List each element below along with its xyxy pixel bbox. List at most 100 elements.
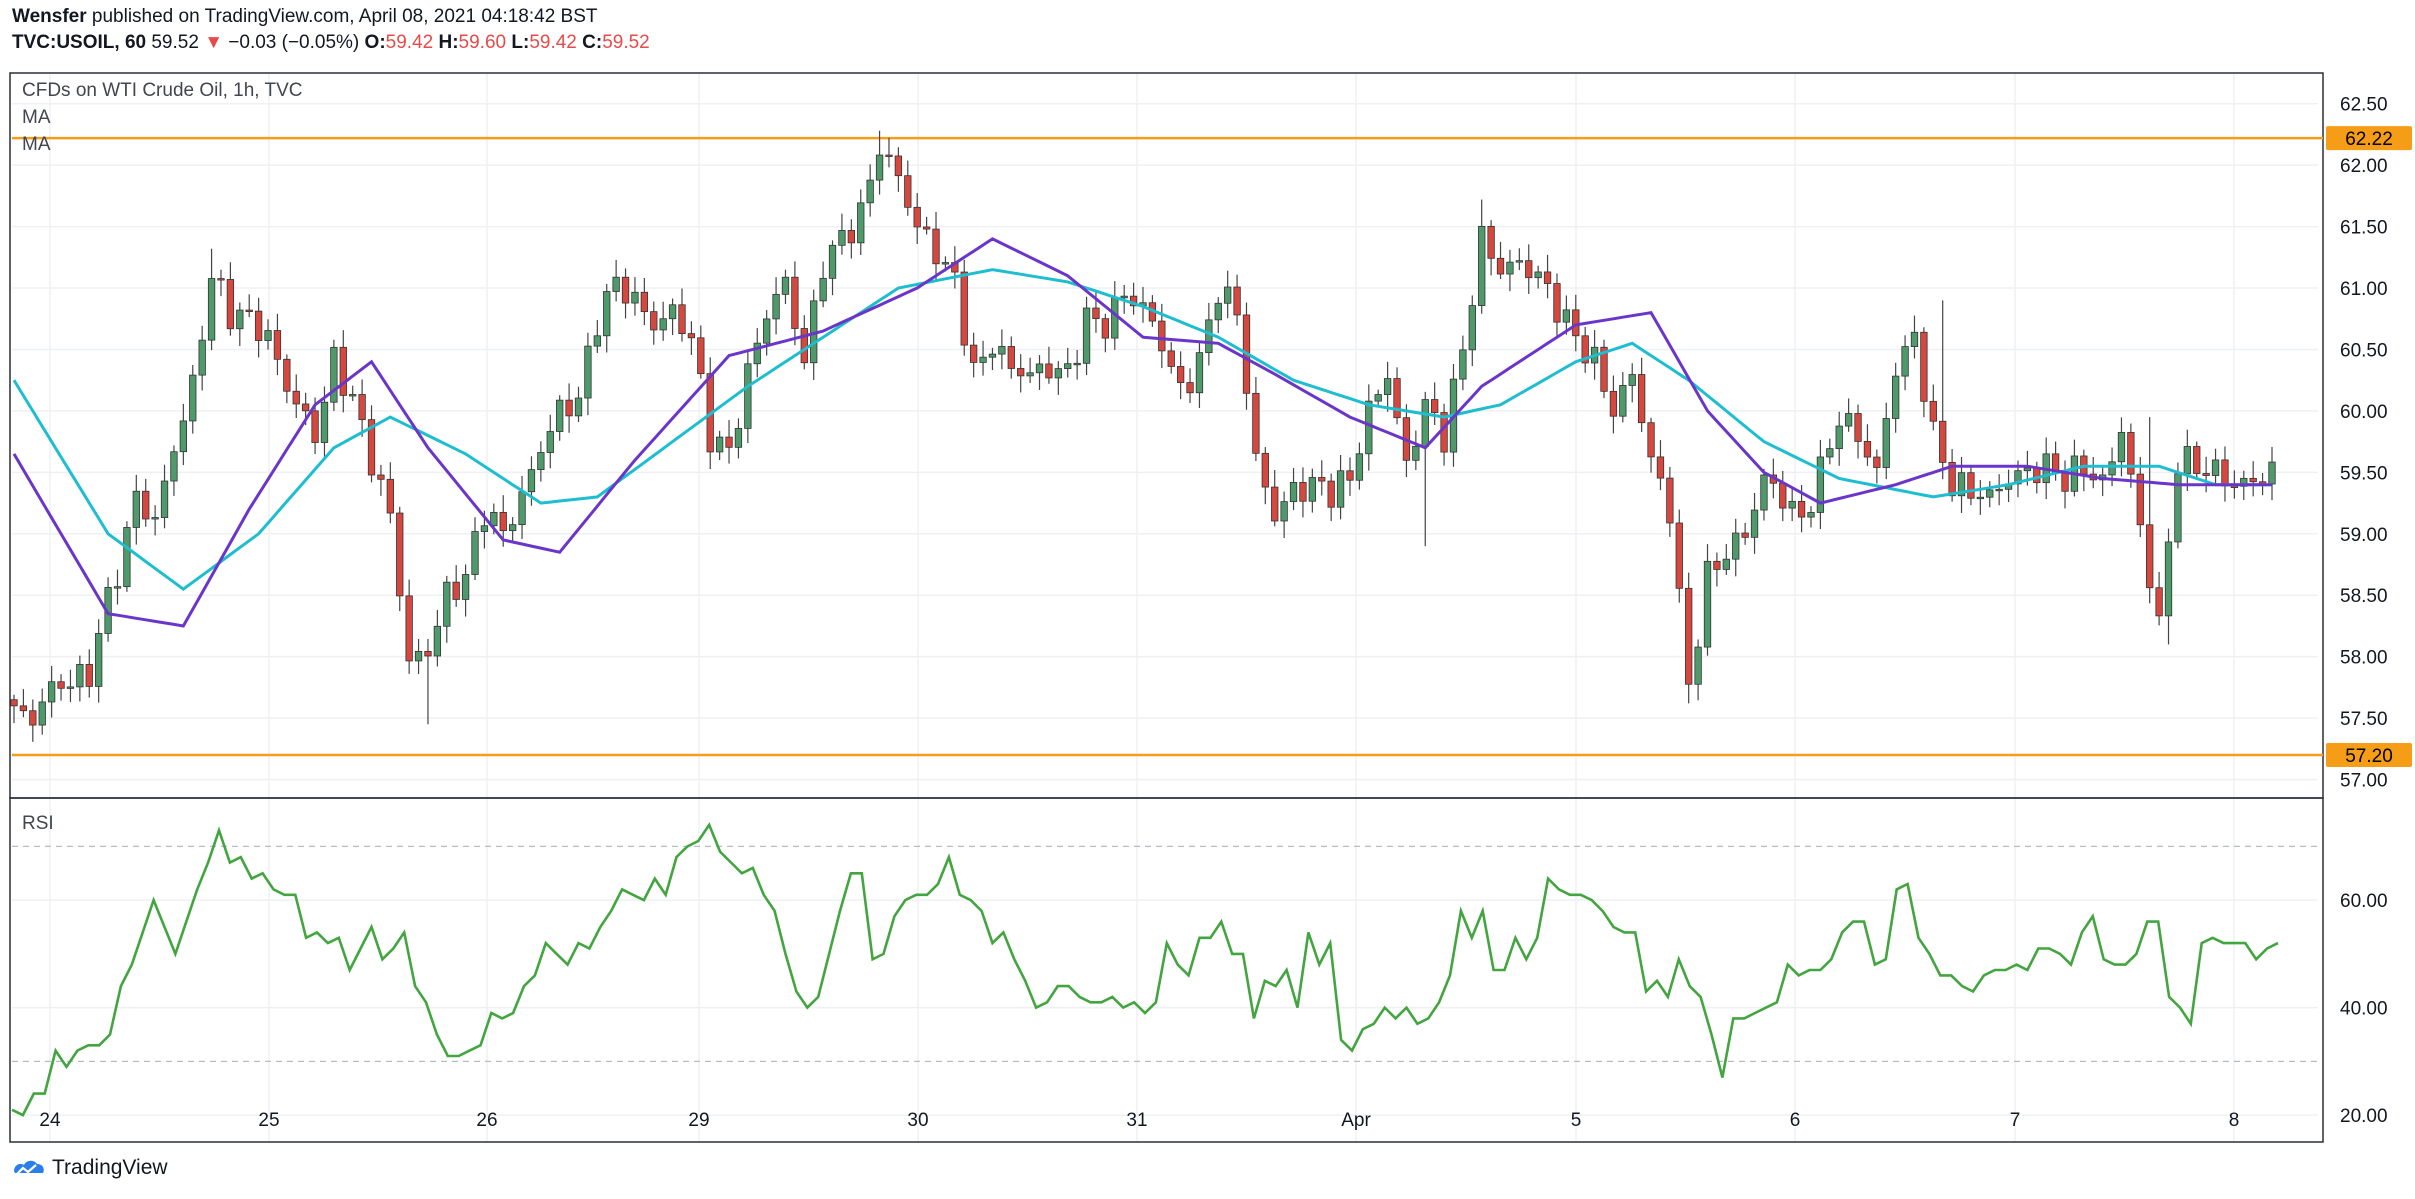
candle-body [1261,452,1269,488]
publish-info: Wensfer published on TradingView.com, Ap… [12,6,598,28]
candle-body [1299,482,1307,502]
candle [1637,357,1646,432]
candle-body [1779,482,1787,509]
candle-body [2155,587,2163,617]
candle-body [2136,473,2144,526]
candle-body [1478,225,1486,306]
chart-grid [12,73,2318,1142]
candle-body [490,511,498,527]
time-tick-label: Apr [1341,1110,1371,1131]
candle [1440,403,1448,466]
candle-body [725,436,733,448]
candle-body [1346,470,1354,481]
candle [179,403,188,466]
candle [988,347,997,371]
candle [518,475,526,539]
candle [1572,294,1580,352]
candle-body [1713,560,1721,570]
candle-body [1035,363,1044,374]
tradingview-footer[interactable]: TradingView [12,1156,168,1180]
high-value: 59.60 [458,32,507,53]
ma-legend-2[interactable]: MA [22,134,51,155]
candle [894,147,903,192]
level-price-label: 62.22 [2345,129,2393,150]
candle-body [358,394,366,421]
candle [1562,295,1571,335]
candle-body [19,705,28,712]
candle [603,283,611,353]
candle-body [1365,400,1373,455]
chart-title[interactable]: CFDs on WTI Crude Oil, 1h, TVC [22,80,303,101]
candle-body [1807,512,1815,518]
candle-body [753,342,761,365]
candle [1873,449,1881,484]
candle-body [1468,305,1476,351]
candle-body [1854,413,1862,442]
candle [292,374,300,419]
candle-body [1534,271,1542,279]
candle-body [932,228,940,265]
candle-body [527,469,536,493]
candle-body [1929,400,1937,422]
candle-body [1835,425,1843,450]
candle [1393,367,1401,425]
price-tick-label: 57.00 [2340,771,2388,792]
candle [1252,377,1260,461]
time-tick-label: 26 [476,1110,497,1131]
candle [1431,382,1439,426]
rsi-pane [11,822,2318,1117]
candle-body [650,311,658,331]
candle [1703,544,1712,656]
candle-body [593,335,601,347]
candle-body [1910,331,1919,347]
candle-body [1308,477,1316,502]
candle-body [330,346,338,403]
candle [537,441,545,482]
rsi-legend[interactable]: RSI [22,813,54,834]
candle-body [264,330,272,341]
candle-body [1214,302,1222,321]
candle-body [198,339,206,376]
price-tick-label: 57.50 [2340,709,2388,730]
candle [1732,518,1740,577]
candle-body [1195,352,1204,394]
candle [226,262,235,336]
candle [471,517,479,580]
price-tick-label: 60.00 [2340,402,2388,423]
candle-body [1957,472,1966,497]
candle-body [2202,473,2210,476]
candle [1459,335,1467,391]
candle-body [2268,461,2276,485]
level-price-label: 57.20 [2345,746,2393,767]
candle-body [1167,350,1175,367]
author-name[interactable]: Wensfer [12,6,87,27]
candle [264,319,272,350]
symbol-name[interactable]: TVC:USOIL, 60 [12,32,147,53]
candle [254,297,263,358]
candle-body [1600,346,1608,392]
close-label: C: [582,32,603,53]
candle [207,248,216,351]
candle-body [2221,459,2229,487]
candle-body [1826,448,1834,458]
candle-body [1515,260,1523,263]
candle-body [2230,485,2239,488]
candle [2268,446,2276,501]
candle-body [857,202,865,244]
candle [1656,440,1665,491]
candle [1318,460,1326,496]
candle [659,301,667,341]
candle [1176,351,1185,400]
ma-legend-1[interactable]: MA [22,107,51,128]
candle-body [2146,524,2154,589]
candle-body [1844,413,1853,427]
price-tick-label: 60.50 [2340,340,2388,361]
candle [1506,249,1514,292]
candle [10,694,18,724]
candle-body [10,699,18,707]
candle [1355,442,1364,490]
candle [461,564,470,617]
price-tick-label: 62.50 [2340,95,2388,116]
candle [998,329,1006,370]
